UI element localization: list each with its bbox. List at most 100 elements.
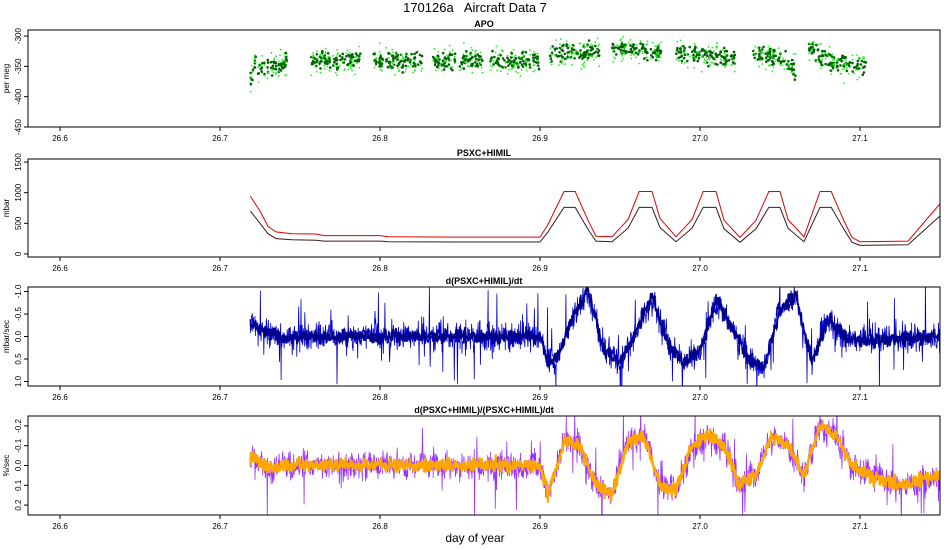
apo-point: [680, 45, 683, 47]
apo-point: [787, 62, 790, 64]
apo-point: [767, 58, 771, 62]
apo-point: [550, 63, 553, 66]
apo-point: [587, 39, 591, 42]
apo-point: [732, 56, 736, 60]
apo-point: [281, 60, 284, 63]
apo-point: [316, 57, 319, 60]
apo-point: [510, 51, 513, 55]
apo-point: [623, 53, 626, 55]
apo-point: [614, 57, 617, 60]
apo-point: [506, 54, 509, 57]
apo-point: [808, 59, 811, 62]
x-tick-label: 26.8: [372, 522, 388, 531]
apo-point: [760, 49, 763, 52]
apo-point: [476, 53, 480, 56]
apo-point: [249, 76, 252, 79]
apo-point: [454, 55, 456, 58]
apo-point: [845, 67, 848, 70]
apo-point: [564, 63, 566, 65]
apo-point: [551, 45, 554, 48]
apo-point: [723, 49, 727, 53]
apo-point: [815, 60, 818, 63]
apo-point: [283, 65, 287, 69]
apo-point: [354, 73, 356, 76]
apo-point: [646, 58, 649, 62]
apo-point: [858, 76, 861, 79]
apo-point: [622, 35, 624, 38]
x-tick-label: 27.1: [852, 134, 868, 143]
apo-point: [279, 54, 281, 57]
apo-point: [509, 62, 512, 65]
x-tick-label: 26.6: [52, 522, 68, 531]
apo-point: [594, 44, 597, 48]
apo-point: [843, 68, 846, 71]
apo-point: [709, 50, 712, 53]
apo-point: [336, 49, 339, 51]
apo-point: [418, 60, 422, 63]
apo-point: [396, 58, 400, 61]
series-overlay: [249, 287, 940, 371]
apo-point: [519, 56, 522, 59]
apo-point: [550, 60, 553, 63]
apo-point: [641, 52, 644, 54]
apo-point: [250, 64, 253, 67]
apo-point: [631, 42, 634, 45]
apo-point: [282, 58, 285, 61]
apo-point: [762, 45, 765, 49]
apo-point: [683, 51, 686, 54]
apo-point: [404, 55, 408, 59]
apo-point: [794, 74, 797, 78]
apo-point: [465, 50, 468, 53]
apo-point: [491, 65, 494, 68]
apo-point: [720, 55, 723, 58]
apo-point: [257, 66, 260, 69]
apo-point: [273, 58, 276, 61]
apo-point: [623, 48, 626, 50]
apo-point: [342, 61, 346, 64]
apo-point: [563, 57, 567, 61]
apo-point: [682, 56, 686, 60]
apo-point: [415, 64, 418, 67]
apo-point: [633, 48, 636, 51]
apo-point: [319, 60, 322, 63]
apo-point: [474, 61, 477, 64]
apo-point: [712, 57, 716, 61]
apo-point: [767, 49, 769, 52]
apo-point: [278, 60, 280, 63]
apo-point: [620, 42, 624, 45]
apo-point: [475, 62, 479, 66]
apo-point: [729, 55, 733, 58]
y-axis-label: mbar: [2, 199, 11, 218]
apo-point: [692, 53, 695, 57]
apo-point: [842, 60, 845, 62]
apo-point: [266, 66, 269, 69]
apo-point: [532, 64, 535, 67]
apo-point: [494, 51, 497, 54]
apo-point: [251, 68, 255, 71]
apo-point: [561, 58, 564, 61]
apo-point: [347, 68, 350, 71]
apo-point: [765, 59, 768, 61]
apo-point: [757, 52, 761, 56]
apo-point: [537, 67, 541, 71]
apo-point: [561, 55, 564, 59]
apo-point: [821, 53, 824, 57]
panel-title: d(PSXC+HIMIL)/dt: [446, 276, 523, 286]
apo-point: [621, 50, 623, 53]
x-tick-label: 26.6: [52, 264, 68, 273]
apo-point: [350, 67, 352, 70]
apo-point: [753, 49, 755, 51]
apo-point: [771, 48, 773, 50]
apo-point: [312, 52, 314, 54]
apo-point: [725, 58, 728, 60]
apo-point: [444, 48, 446, 51]
apo-point: [345, 52, 348, 55]
apo-point: [462, 53, 465, 56]
apo-point: [534, 69, 536, 72]
apo-point: [533, 60, 536, 63]
apo-point: [643, 47, 647, 51]
apo-point: [651, 55, 655, 59]
y-tick-label: 0: [14, 251, 23, 256]
apo-point: [758, 65, 761, 68]
apo-point: [560, 63, 563, 65]
